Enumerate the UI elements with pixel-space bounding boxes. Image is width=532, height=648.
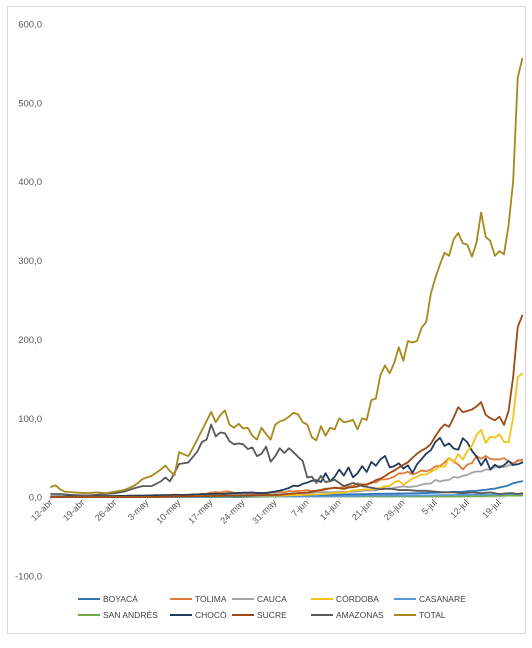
y-tick-label: -100,0 <box>15 572 42 583</box>
x-tick-label: 26-abr <box>93 497 118 522</box>
legend-label: SAN ANDRÉS <box>103 610 158 620</box>
x-tick-label: 12-jul <box>448 497 471 520</box>
legend-label: CASANARE <box>419 594 466 604</box>
legend-item: TOTAL <box>394 610 446 620</box>
legend-item: CHOCÓ <box>170 610 227 620</box>
series-line-amazonas <box>50 423 524 497</box>
legend-item: SUCRE <box>232 610 287 620</box>
y-tick-label: 100,0 <box>18 414 42 425</box>
y-tick-label: 0,0 <box>29 493 42 504</box>
x-tick-label: 28-jun <box>382 497 407 522</box>
legend-label: TOTAL <box>419 610 446 620</box>
x-tick-label: 21-jun <box>350 497 375 522</box>
y-tick-label: 500,0 <box>18 98 42 109</box>
series-line-total <box>50 57 524 495</box>
legend-item: TOLIMA <box>170 594 227 604</box>
x-tick-label: 14-jun <box>318 497 343 522</box>
legend-label: CÓRDOBA <box>336 594 379 604</box>
legend-label: AMAZONAS <box>336 610 384 620</box>
y-tick-label: 600,0 <box>18 20 42 31</box>
x-tick-label: 19-abr <box>61 497 86 522</box>
legend-item: BOYACÁ <box>78 594 138 604</box>
series-line-choco <box>50 436 524 498</box>
legend-item: CASANARE <box>394 594 466 604</box>
y-tick-label: 400,0 <box>18 177 42 188</box>
line-chart: -100,0 0,0 100,0 200,0 300,0 400,0 500,0 600,0 1… <box>15 20 524 620</box>
x-tick-label: 7-jun <box>289 497 310 518</box>
legend-label: CAUCA <box>257 594 287 604</box>
legend-item: CÓRDOBA <box>311 594 379 604</box>
legend-label: TOLIMA <box>195 594 227 604</box>
x-tick-label: 24-may <box>218 497 247 526</box>
x-tick-label: 19-jul <box>480 497 503 520</box>
y-tick-label: 300,0 <box>18 256 42 267</box>
series-line-sucre <box>50 314 524 499</box>
x-tick-label: 10-may <box>154 497 183 526</box>
legend-item: AMAZONAS <box>311 610 384 620</box>
x-tick-label: 17-may <box>186 497 215 526</box>
legend-label: SUCRE <box>257 610 287 620</box>
x-tick-label: 3-may <box>126 497 151 522</box>
x-tick-label: 5-jul <box>420 497 439 516</box>
legend-item: CAUCA <box>232 594 287 604</box>
legend-label: CHOCÓ <box>195 610 227 620</box>
legend-item: SAN ANDRÉS <box>78 610 158 620</box>
x-tick-label: 31-may <box>250 497 279 526</box>
chart-frame: -100,0 0,0 100,0 200,0 300,0 400,0 500,0 600,0 1… <box>7 6 526 634</box>
y-tick-label: 200,0 <box>18 335 42 346</box>
legend-label: BOYACÁ <box>103 594 138 604</box>
